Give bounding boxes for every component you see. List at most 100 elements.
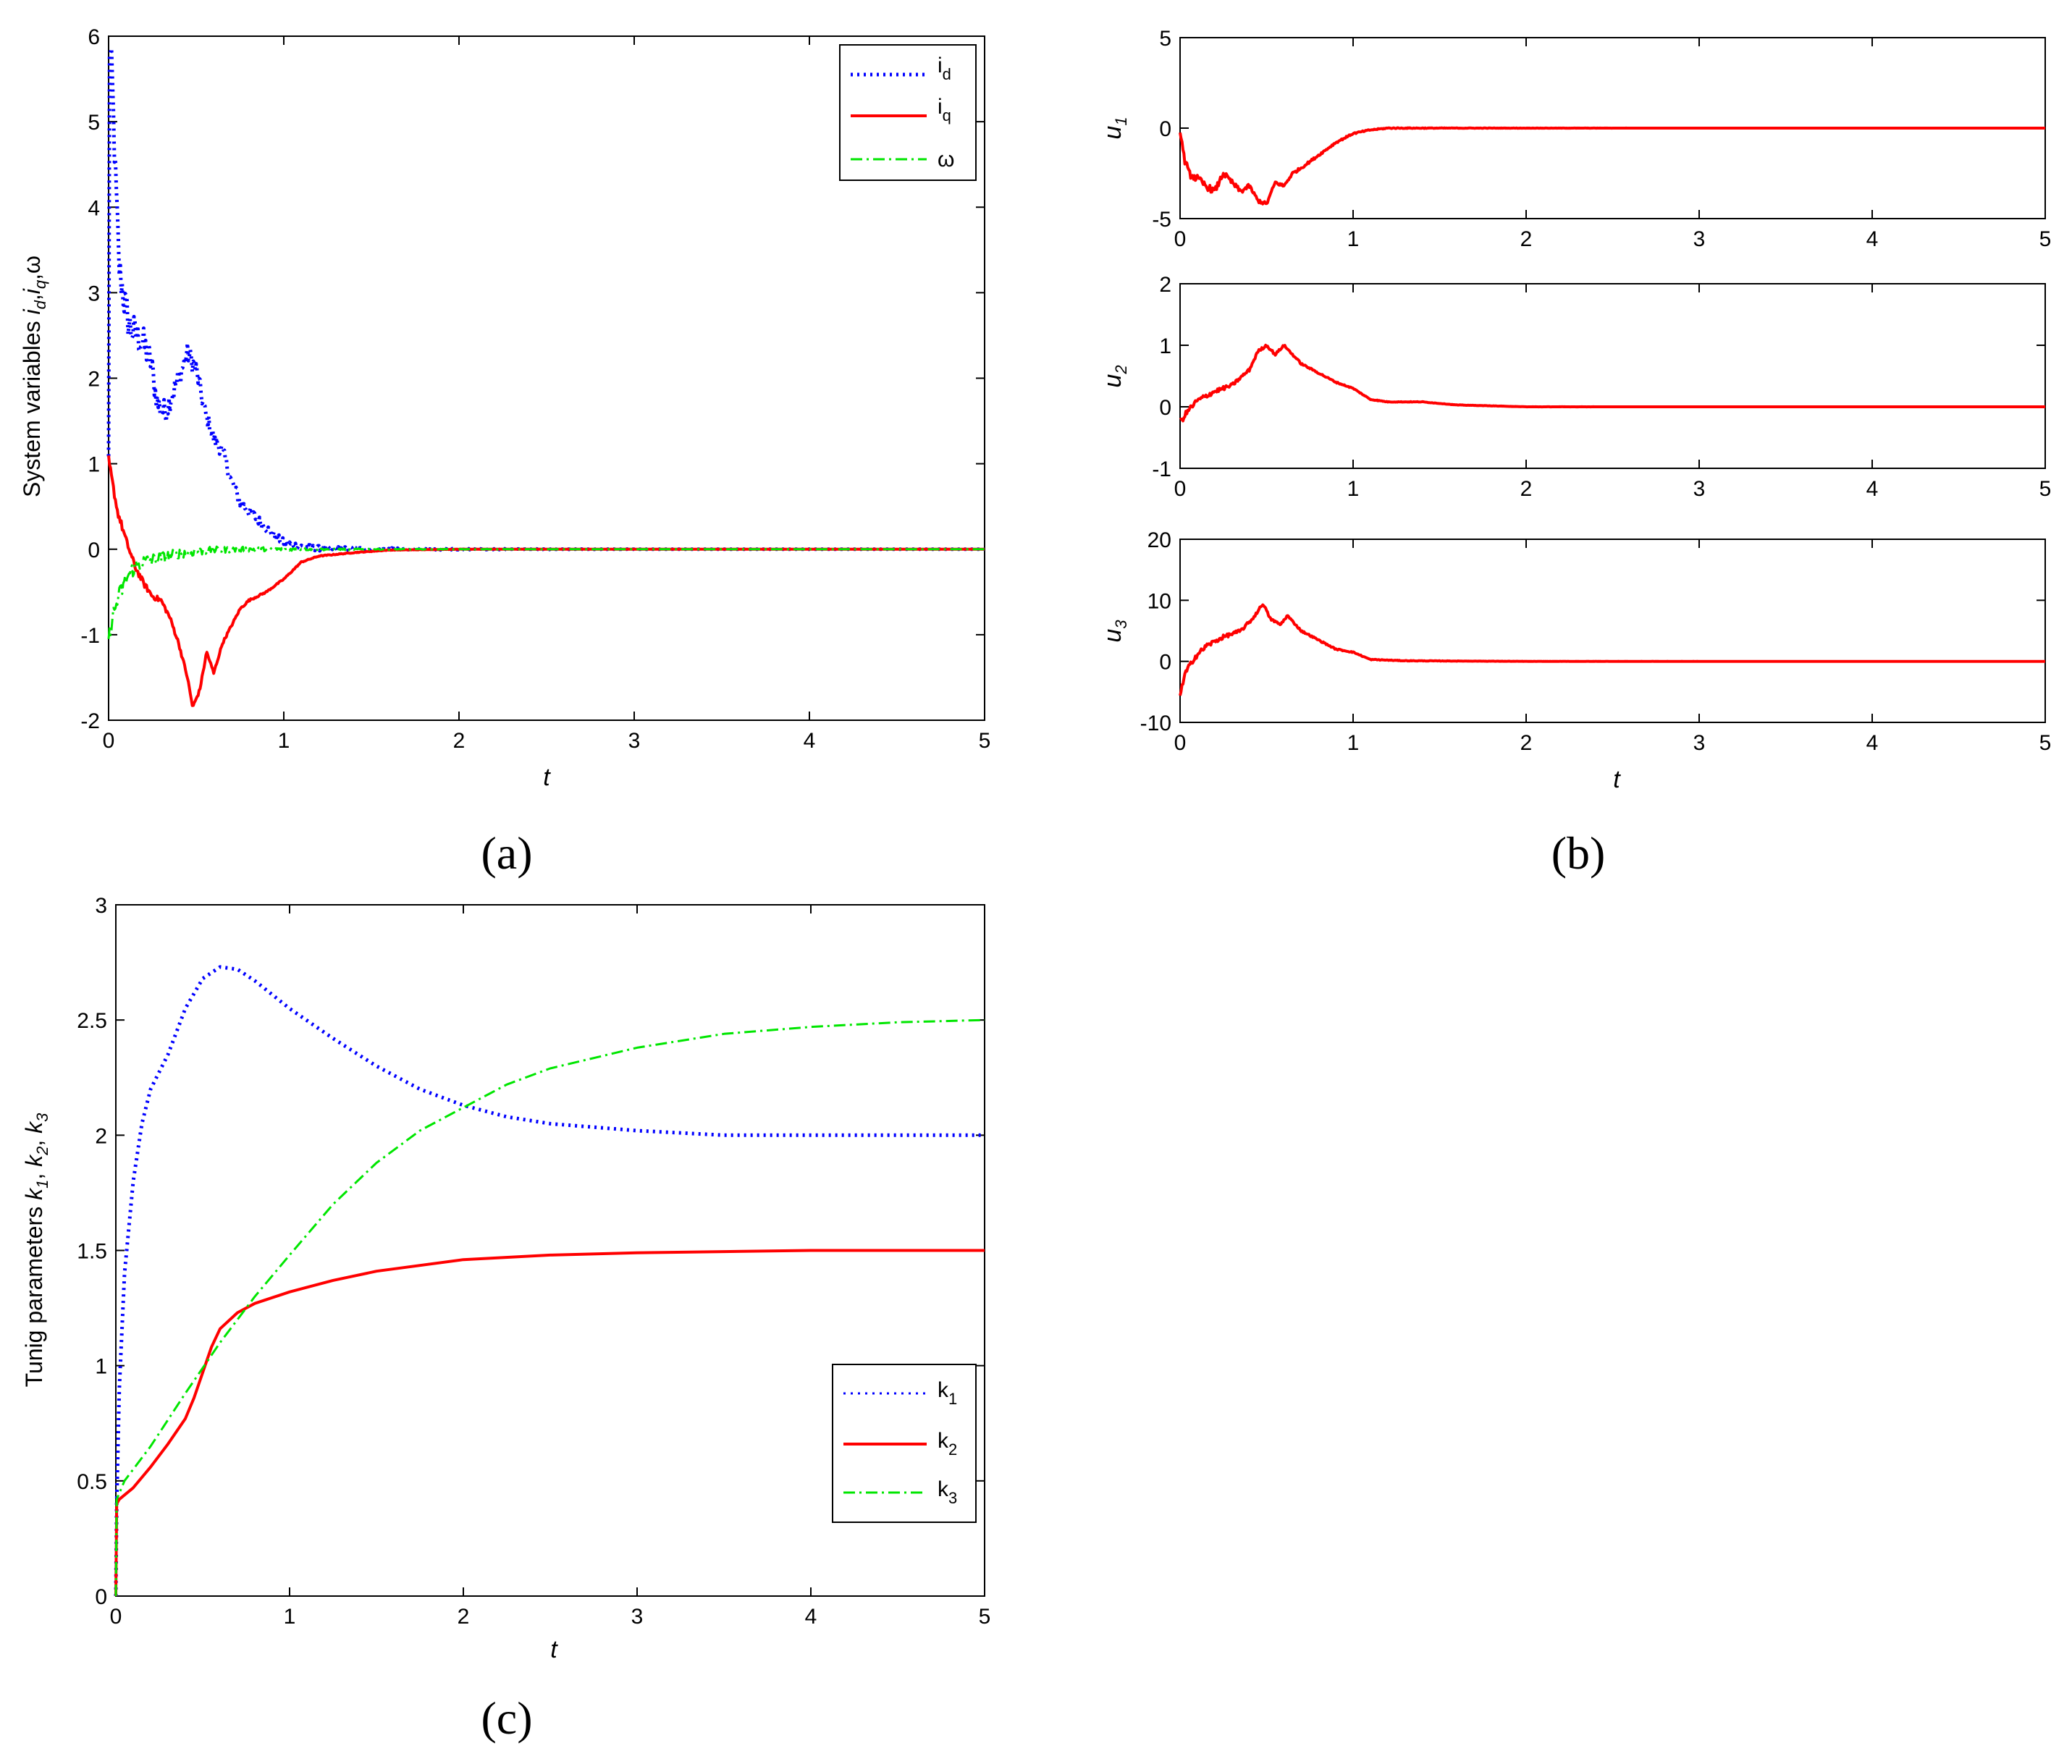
y-tick-label: 3 bbox=[95, 894, 107, 918]
x-tick-label: 5 bbox=[2039, 227, 2052, 251]
x-tick-label: 4 bbox=[1866, 731, 1879, 755]
x-tick-label: 0 bbox=[110, 1605, 122, 1629]
panel-c-legend: k1 k2 k3 bbox=[832, 1364, 977, 1523]
x-tick-label: 3 bbox=[631, 1605, 644, 1629]
x-tick-label: 4 bbox=[804, 729, 816, 753]
legend-label-iq: iq bbox=[938, 95, 951, 125]
y-tick-label: 2 bbox=[95, 1124, 107, 1148]
caption-c: (c) bbox=[481, 1692, 532, 1744]
y-tick-label: -5 bbox=[1152, 208, 1171, 232]
series-line-c-k2 bbox=[114, 1249, 985, 1597]
caption-a: (a) bbox=[481, 827, 532, 879]
x-tick-label: 1 bbox=[278, 729, 290, 753]
panel-b3-y-ticks: -10 0 10 20 bbox=[1140, 528, 2045, 735]
y-tick-label: 0 bbox=[1159, 651, 1171, 675]
panel-a-series bbox=[106, 46, 986, 707]
legend-label-id: id bbox=[938, 54, 951, 83]
y-tick-label: 5 bbox=[1159, 27, 1171, 51]
y-tick-label: -1 bbox=[80, 624, 100, 648]
x-tick-label: 1 bbox=[1347, 477, 1360, 501]
y-tick-label: -1 bbox=[1152, 457, 1171, 481]
x-tick-label: 1 bbox=[1347, 731, 1360, 755]
panel-c-x-ticks: 0 1 2 3 4 5 bbox=[110, 905, 991, 1629]
panel-b3-x-ticks: 0 1 2 3 4 5 bbox=[1174, 539, 2052, 755]
x-tick-label: 5 bbox=[979, 729, 991, 753]
y-tick-label: 2.5 bbox=[77, 1009, 107, 1033]
panel-a-y-ticks: -2 -1 0 1 2 3 4 5 6 bbox=[80, 25, 985, 733]
x-tick-label: 4 bbox=[1866, 227, 1879, 251]
y-tick-label: 0.5 bbox=[77, 1470, 107, 1494]
x-tick-label: 0 bbox=[1174, 477, 1187, 501]
y-tick-label: 20 bbox=[1147, 528, 1171, 552]
panel-b2-y-ticks: -1 0 1 2 bbox=[1152, 273, 2045, 481]
panel-b1-x-ticks: 0 1 2 3 4 5 bbox=[1174, 38, 2052, 251]
y-tick-label: 0 bbox=[95, 1585, 107, 1609]
x-tick-label: 2 bbox=[1520, 477, 1533, 501]
series-line-c-k3 bbox=[114, 1018, 985, 1597]
panel-b2-ylabel: u2 bbox=[1099, 365, 1130, 387]
x-tick-label: 3 bbox=[1693, 477, 1706, 501]
legend-label-k3: k3 bbox=[938, 1477, 957, 1507]
x-tick-label: 1 bbox=[284, 1605, 296, 1629]
x-tick-label: 5 bbox=[2039, 731, 2052, 755]
panel-b3-xlabel: t bbox=[1613, 766, 1621, 793]
series-line-b2-u2 bbox=[1179, 343, 2046, 423]
x-tick-label: 0 bbox=[1174, 227, 1187, 251]
x-tick-label: 5 bbox=[2039, 477, 2052, 501]
legend-label-omega: ω bbox=[938, 148, 954, 172]
panel-b3-axes-box bbox=[1179, 539, 2046, 723]
y-tick-label: -2 bbox=[80, 709, 100, 733]
y-tick-label: 4 bbox=[88, 196, 100, 220]
y-tick-label: 1 bbox=[95, 1355, 107, 1379]
y-tick-label: 10 bbox=[1147, 589, 1171, 613]
panel-a-legend-box bbox=[839, 44, 977, 181]
x-tick-label: 3 bbox=[628, 729, 641, 753]
x-tick-label: 2 bbox=[1520, 731, 1533, 755]
x-tick-label: 2 bbox=[1520, 227, 1533, 251]
legend-label-k1: k1 bbox=[938, 1378, 957, 1408]
panel-b1-y-ticks: -5 0 5 bbox=[1152, 27, 2045, 232]
panel-a-legend: id iq ω bbox=[839, 44, 977, 181]
y-tick-label: 0 bbox=[1159, 117, 1171, 141]
series-line-a-id bbox=[106, 46, 986, 553]
panel-b1-ylabel: u1 bbox=[1099, 117, 1130, 139]
x-tick-label: 0 bbox=[1174, 731, 1187, 755]
panel-a: 0 1 2 3 4 5 -2 -1 0 1 2 3 4 5 6 t System variables id… bbox=[19, 25, 990, 879]
y-tick-label: -10 bbox=[1140, 712, 1171, 735]
caption-b: (b) bbox=[1551, 827, 1606, 879]
panel-b2-x-ticks: 0 1 2 3 4 5 bbox=[1174, 284, 2052, 501]
panel-c: 0 1 2 3 4 5 0 0.5 1 1.5 2 2.5 3 t Tunig parameters … bbox=[21, 894, 990, 1744]
x-tick-label: 3 bbox=[1693, 227, 1706, 251]
panel-b1-series bbox=[1179, 126, 2046, 206]
y-tick-label: 3 bbox=[88, 282, 100, 305]
panel-a-x-ticks: 0 1 2 3 4 5 bbox=[103, 36, 991, 753]
x-tick-label: 4 bbox=[805, 1605, 817, 1629]
series-line-b3-u3 bbox=[1179, 603, 2046, 696]
x-tick-label: 0 bbox=[103, 729, 115, 753]
y-tick-label: 2 bbox=[88, 368, 100, 392]
panel-c-series bbox=[114, 965, 985, 1597]
y-tick-label: 1 bbox=[1159, 334, 1171, 358]
x-tick-label: 4 bbox=[1866, 477, 1879, 501]
y-tick-label: 1 bbox=[88, 453, 100, 477]
y-tick-label: 6 bbox=[88, 25, 100, 49]
panel-b2-series bbox=[1179, 343, 2046, 423]
panel-a-axes-box bbox=[108, 35, 985, 721]
y-tick-label: 2 bbox=[1159, 273, 1171, 297]
panel-b2-axes-box bbox=[1179, 283, 2046, 469]
panel-c-xlabel: t bbox=[550, 1636, 558, 1663]
x-tick-label: 1 bbox=[1347, 227, 1360, 251]
panel-c-y-ticks: 0 0.5 1 1.5 2 2.5 3 bbox=[77, 894, 985, 1609]
panel-a-xlabel: t bbox=[543, 764, 551, 791]
x-tick-label: 2 bbox=[453, 729, 466, 753]
series-line-a-ω bbox=[107, 545, 985, 639]
panel-b3-series bbox=[1179, 603, 2046, 696]
y-tick-label: 0 bbox=[1159, 396, 1171, 420]
x-tick-label: 5 bbox=[979, 1605, 991, 1629]
panel-a-ylabel: System variables id,iq,ω bbox=[19, 256, 49, 497]
y-tick-label: 5 bbox=[88, 111, 100, 135]
